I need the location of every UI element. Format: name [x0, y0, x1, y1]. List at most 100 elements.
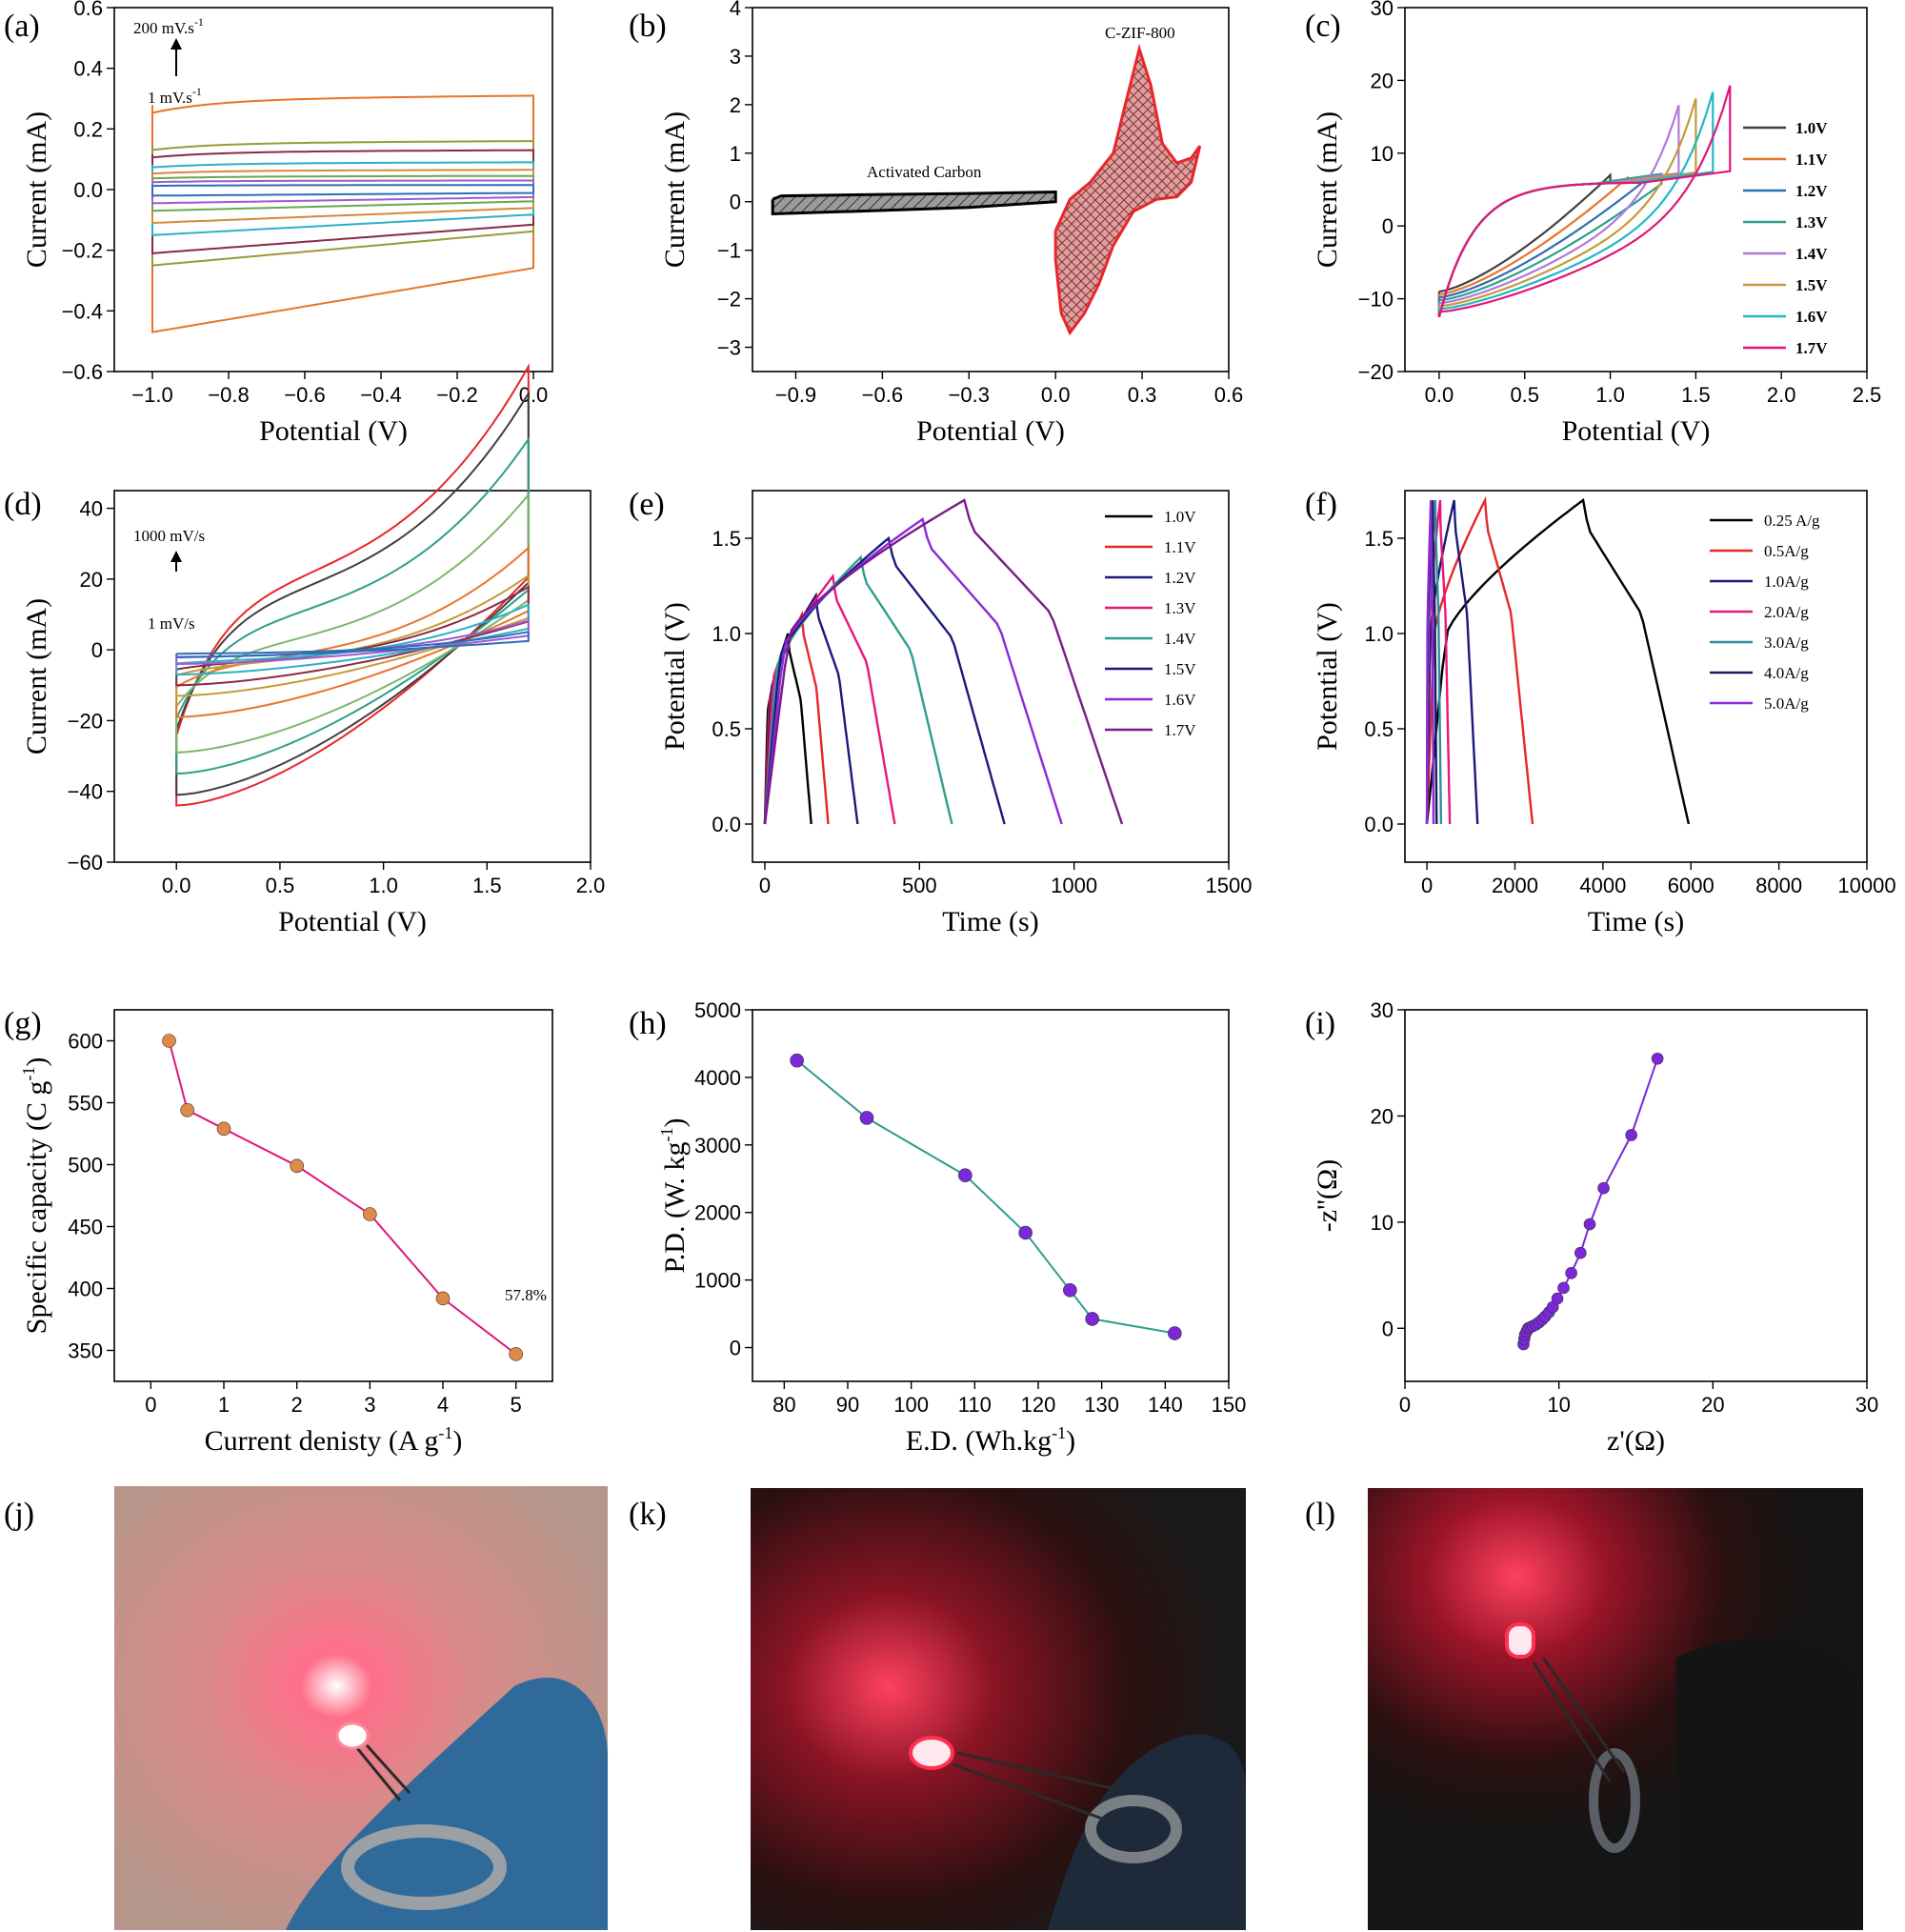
y-tick-label: 30: [1371, 0, 1394, 20]
y-tick-label: 0.4: [73, 57, 103, 81]
led-lead: [1532, 1661, 1612, 1782]
x-tick-label: −0.2: [436, 383, 477, 407]
panel-label-l: (l): [1305, 1497, 1335, 1532]
data-point: [859, 1111, 874, 1125]
x-tick-label: 0: [1421, 874, 1433, 897]
led-lead: [355, 1747, 402, 1801]
y-tick-label: 0: [1382, 214, 1394, 238]
data-point: [1557, 1281, 1570, 1295]
gcd-curve-f: [1425, 499, 1435, 825]
y-tick-label: 0.0: [1364, 813, 1394, 836]
chart-panel-h: (h) 80 90 100 110 120 130 140 150 0 1000 2000 3000 40…: [629, 998, 1246, 1457]
chart-panel-c: (c) 0.0 0.5 1.0 1.5 2.0 2.5 −20 −10 0 10 20 30 Potent…: [1305, 0, 1881, 447]
x-tick-label: 10: [1547, 1393, 1570, 1417]
x-tick-label: 2.0: [1767, 383, 1796, 407]
y-tick-label: 1.5: [1364, 527, 1394, 551]
cv-curve-a: [151, 94, 534, 333]
x-tick-label: 1.0: [369, 874, 398, 897]
legend-label: 4.0A/g: [1764, 664, 1809, 682]
y-axis-title: Current (mA): [1312, 111, 1343, 268]
y-axis-title: Potential (V): [1312, 602, 1343, 751]
led-bulb-icon: [909, 1736, 954, 1770]
cv-curve-c: [1437, 85, 1732, 318]
data-point: [958, 1168, 973, 1183]
x-tick-label: 2.5: [1853, 383, 1882, 407]
y-tick-label: 30: [1371, 998, 1394, 1022]
chart-panel-d: (d) 0.0 0.5 1.0 1.5 2.0 −60 −40 −20 0 20 40 Potentia…: [4, 363, 606, 937]
y-tick-label: −10: [1358, 288, 1394, 312]
retention-annotation: 57.8%: [505, 1286, 547, 1304]
x-axis-title: Potential (V): [916, 415, 1065, 447]
x-tick-label: 10000: [1837, 874, 1895, 897]
x-tick-label: −0.6: [284, 383, 325, 407]
y-tick-label: 40: [80, 497, 103, 521]
panel-label-d: (d): [4, 487, 42, 522]
y-tick-label: −60: [68, 851, 103, 875]
led-lead: [952, 1762, 1106, 1821]
y-axis-title: Current (mA): [21, 111, 52, 268]
x-tick-label: −0.4: [360, 383, 401, 407]
legend-label: 1.5V: [1164, 660, 1196, 678]
data-point: [1063, 1282, 1077, 1298]
x-axis-title: Time (s): [1588, 906, 1684, 937]
cv-curve-c: [1437, 105, 1680, 317]
photo-panel-j: (j): [4, 1486, 609, 1930]
x-tick-label: −0.8: [208, 383, 249, 407]
x-axis-title: Potential (V): [1562, 415, 1711, 447]
data-point: [1597, 1181, 1610, 1195]
x-tick-label: 1.5: [472, 874, 502, 897]
data-point: [1583, 1218, 1596, 1231]
data-point: [1551, 1292, 1564, 1305]
x-tick-label: 100: [893, 1393, 929, 1417]
led-bulb-icon: [335, 1721, 370, 1750]
gcd-curve-e: [763, 574, 896, 825]
legend-label: 1.6V: [1795, 308, 1828, 326]
plot-frame: [752, 490, 1230, 863]
legend-label: 1.7V: [1795, 339, 1828, 357]
y-tick-label: −40: [68, 780, 103, 804]
y-axis-title-end: ): [21, 1057, 52, 1067]
x-tick-label: −0.6: [862, 383, 903, 407]
y-tick-label: 350: [68, 1339, 103, 1363]
led-lead: [365, 1743, 411, 1795]
legend-label: 1.0A/g: [1764, 573, 1809, 591]
x-tick-label: 1000: [1051, 874, 1097, 897]
y-tick-label: 1.0: [1364, 622, 1394, 646]
chart-panel-e: (e) 0 500 1000 1500 0.0 0.5 1.0 1.5 Time (s) Poten…: [629, 487, 1252, 937]
data-point: [1168, 1326, 1182, 1340]
x-tick-label: 2.0: [576, 874, 606, 897]
chart-panel-g: (g) 0 1 2 3 4 5 350 400 450 500 550 600 Current denis…: [4, 1006, 553, 1457]
chart-panel-f: (f) 0 2000 4000 6000 8000 10000 0.0 0.5 1.0 1.5 Tim…: [1305, 487, 1896, 937]
data-point: [1565, 1267, 1577, 1279]
legend-label: 1.6V: [1164, 691, 1196, 709]
panel-label-e: (e): [629, 487, 665, 522]
gcd-curve-f: [1425, 497, 1691, 825]
y-tick-label: 2000: [694, 1201, 741, 1225]
x-axis-title: Potential (V): [259, 415, 408, 447]
y-tick-label: 0: [91, 638, 103, 662]
legend-label: 1.4V: [1164, 630, 1196, 648]
x-tick-label: 1.0: [1595, 383, 1625, 407]
coin-cell-shape: [341, 1824, 507, 1910]
legend-label: 2.0A/g: [1764, 603, 1809, 621]
y-tick-label: 450: [68, 1216, 103, 1239]
legend-label: 1.1V: [1795, 151, 1828, 169]
x-tick-label: 0.5: [266, 874, 295, 897]
x-tick-label: 0.0: [1041, 383, 1071, 407]
x-tick-label: −0.9: [775, 383, 816, 407]
x-axis-title-main: E.D. (Wh.kg: [906, 1425, 1052, 1457]
legend-label: 1.3V: [1164, 599, 1196, 617]
annotation-high: 200 mV.s-1: [133, 15, 204, 37]
y-tick-label: 20: [1371, 1104, 1394, 1128]
y-tick-label: 4: [730, 0, 741, 20]
x-tick-label: 2: [291, 1393, 303, 1417]
x-axis-title: E.D. (Wh.kg-1): [906, 1423, 1075, 1457]
x-axis-title-end: ): [1066, 1425, 1075, 1457]
y-tick-label: 10: [1371, 1211, 1394, 1235]
x-tick-label: 0.0: [162, 874, 191, 897]
chart-panel-a: (a) −1.0 −0.8 −0.6 −0.4 −0.2 0.0 −0.6 −0.4 −0.2 0.…: [4, 0, 553, 447]
cv-curve-c: [1437, 175, 1629, 317]
x-tick-label: 0.0: [519, 383, 549, 407]
y-tick-label: 10: [1371, 142, 1394, 166]
